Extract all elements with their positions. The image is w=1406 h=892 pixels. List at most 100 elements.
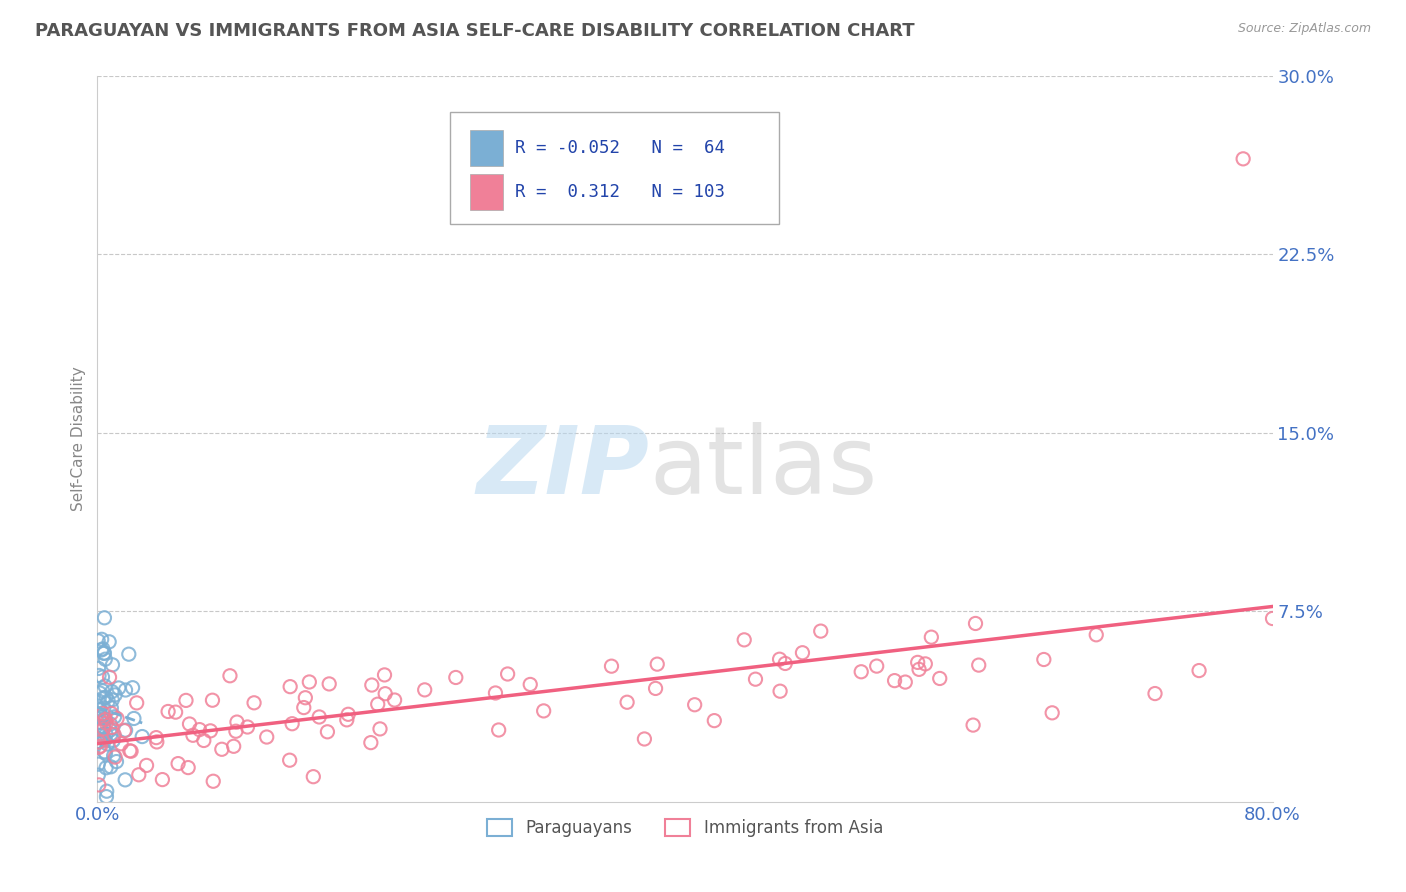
Point [105, 755, 128, 769]
Point [188, 723, 211, 737]
Point [236, 720, 259, 734]
Point [94, 712, 117, 726]
Text: PARAGUAYAN VS IMMIGRANTS FROM ASIA SELF-CARE DISABILITY CORRELATION CHART: PARAGUAYAN VS IMMIGRANTS FROM ASIA SELF-… [35, 22, 915, 40]
Point [89, 702, 111, 716]
Point [112, 723, 135, 738]
Point [962, 718, 984, 732]
Point [211, 742, 233, 756]
Point [644, 681, 666, 696]
Point [1143, 687, 1166, 701]
Point [100, 706, 122, 721]
Point [360, 678, 382, 692]
Point [200, 723, 222, 738]
Point [87, 734, 110, 748]
Point [90, 632, 112, 647]
Point [125, 696, 148, 710]
Point [104, 750, 127, 764]
Point [179, 717, 201, 731]
Y-axis label: Self-Care Disability: Self-Care Disability [72, 367, 86, 511]
Point [93, 722, 115, 736]
Point [337, 707, 360, 722]
Point [920, 630, 942, 644]
Point [281, 716, 304, 731]
Point [131, 730, 153, 744]
Point [105, 712, 128, 726]
Point [225, 724, 247, 739]
Point [98, 670, 121, 684]
Point [87, 757, 110, 772]
Point [645, 657, 668, 672]
Point [368, 722, 391, 736]
Point [100, 701, 122, 715]
Point [292, 700, 315, 714]
Point [87, 694, 110, 708]
Point [87, 668, 110, 682]
Point [87, 778, 110, 792]
Point [94, 679, 117, 693]
Point [90, 739, 112, 753]
Point [167, 756, 190, 771]
Point [201, 693, 224, 707]
Point [114, 683, 136, 698]
Point [769, 684, 792, 698]
Point [91, 683, 114, 698]
Point [93, 647, 115, 661]
Text: R =  0.312   N = 103: R = 0.312 N = 103 [515, 183, 724, 201]
Point [744, 672, 766, 686]
Point [484, 686, 506, 700]
Point [600, 659, 623, 673]
Point [93, 712, 115, 726]
Text: Source: ZipAtlas.com: Source: ZipAtlas.com [1237, 22, 1371, 36]
Point [97, 694, 120, 708]
Point [93, 611, 115, 625]
Point [157, 705, 180, 719]
Point [89, 686, 111, 700]
Text: R = -0.052   N =  64: R = -0.052 N = 64 [515, 139, 724, 157]
Point [89, 720, 111, 734]
Point [496, 667, 519, 681]
Point [87, 715, 110, 730]
Point [114, 723, 136, 738]
Point [135, 758, 157, 772]
Point [616, 695, 638, 709]
Point [1232, 152, 1254, 166]
Point [87, 768, 110, 782]
Point [152, 772, 174, 787]
Point [91, 728, 114, 742]
Point [120, 744, 142, 758]
Point [633, 731, 655, 746]
Point [792, 646, 814, 660]
Point [94, 761, 117, 775]
Point [87, 735, 110, 749]
Point [703, 714, 725, 728]
Point [94, 652, 117, 666]
Point [243, 696, 266, 710]
Point [94, 733, 117, 747]
Point [965, 616, 987, 631]
Point [118, 647, 141, 661]
Point [1085, 628, 1108, 642]
Point [683, 698, 706, 712]
Point [202, 774, 225, 789]
Point [94, 727, 117, 741]
Point [219, 669, 242, 683]
Point [91, 720, 114, 734]
Point [118, 744, 141, 758]
Point [121, 681, 143, 695]
Point [96, 737, 118, 751]
Point [87, 740, 110, 755]
Point [87, 633, 110, 648]
Point [222, 739, 245, 754]
Point [256, 730, 278, 744]
Point [98, 717, 121, 731]
Point [90, 723, 112, 738]
Point [90, 709, 112, 723]
Point [413, 682, 436, 697]
Point [1188, 664, 1211, 678]
Point [733, 632, 755, 647]
Point [488, 723, 510, 737]
Point [177, 761, 200, 775]
Point [103, 728, 125, 742]
Point [96, 784, 118, 798]
Point [360, 736, 382, 750]
